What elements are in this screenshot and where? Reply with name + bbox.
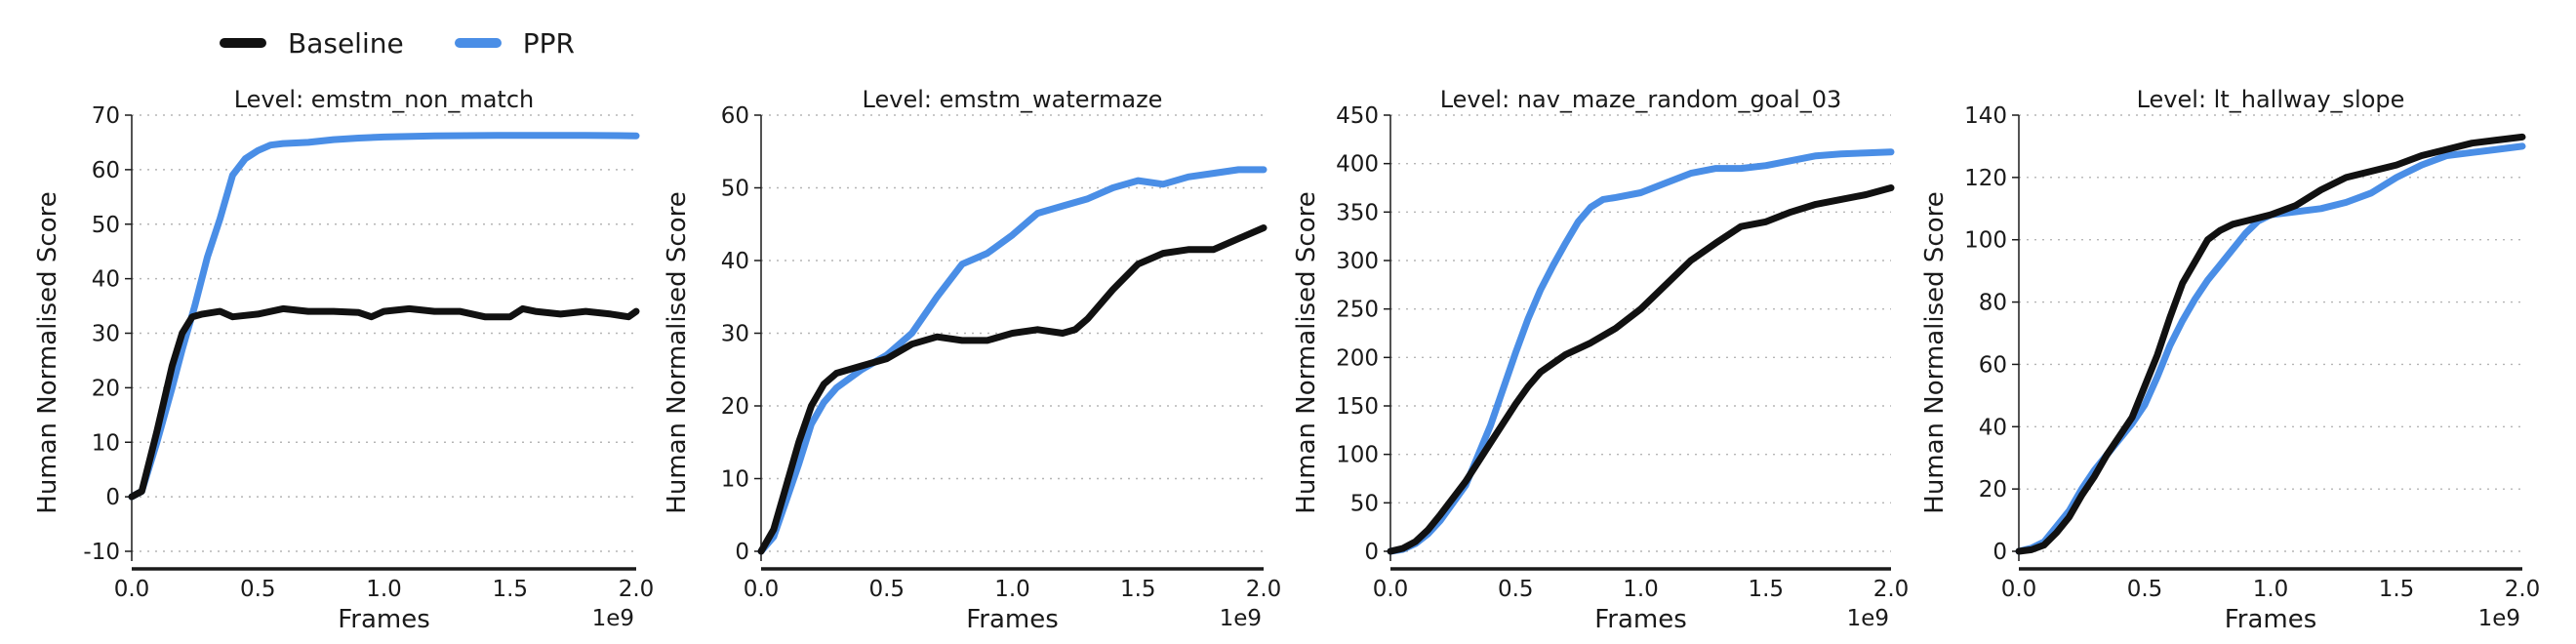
series-line-baseline (757, 224, 1268, 555)
legend-label-ppr: PPR (522, 26, 575, 60)
series-line-baseline (128, 304, 640, 501)
x-tick-label: 1.5 (492, 577, 528, 602)
x-tick-label: 0.5 (868, 577, 905, 602)
y-axis-label: Human Normalised Score (1292, 191, 1321, 513)
y-tick-label: 150 (1336, 394, 1379, 420)
y-tick-label: 350 (1336, 200, 1379, 225)
y-tick-label: 0 (1992, 540, 2007, 565)
series-line-baseline (2015, 133, 2526, 555)
x-tick-label: 2.0 (619, 577, 655, 602)
x-offset-label: 1e9 (592, 606, 634, 631)
y-tick-label: 0 (105, 485, 120, 510)
series-line-ppr (2015, 142, 2526, 555)
x-offset-label: 1e9 (1847, 606, 1889, 631)
x-axis-label: Frames (338, 605, 430, 634)
y-tick-label: 60 (92, 158, 120, 183)
x-tick-label: 1.5 (1120, 577, 1156, 602)
x-tick-label: 0.5 (240, 577, 276, 602)
x-tick-label: 2.0 (1246, 577, 1282, 602)
x-tick-label: 1.5 (1748, 577, 1784, 602)
legend-label-baseline: Baseline (288, 26, 404, 60)
x-axis-label: Frames (966, 605, 1059, 634)
y-tick-label: 120 (1964, 166, 2007, 191)
x-tick-label: 2.0 (2505, 577, 2541, 602)
y-tick-label: 0 (735, 540, 749, 565)
y-tick-label: 40 (721, 249, 749, 274)
y-tick-label: -10 (83, 540, 120, 565)
y-tick-label: 20 (721, 394, 749, 420)
chart-panel-4: 0 20 40 60 80 100 120 140 0.0 0.5 1.0 1.5 2.0 1e9 Fram… (1920, 86, 2540, 634)
y-tick-label: 50 (92, 213, 120, 238)
y-tick-label: 30 (721, 322, 749, 347)
x-tick-label: 1.0 (1623, 577, 1659, 602)
y-axis-label: Human Normalised Score (33, 191, 62, 513)
y-axis-label: Human Normalised Score (663, 191, 692, 513)
x-tick-label: 1.0 (366, 577, 402, 602)
y-tick-label: 10 (721, 467, 749, 493)
x-tick-label: 0.0 (744, 577, 780, 602)
x-tick-label: 0.5 (1498, 577, 1534, 602)
y-tick-label: 10 (92, 430, 120, 456)
x-tick-label: 1.0 (2253, 577, 2289, 602)
chart-panel-3: 0 50 100 150 200 250 300 350 400 450 0.0 0.5 1.0 1.5 2… (1292, 86, 1909, 634)
y-tick-label: 400 (1336, 152, 1379, 178)
y-tick-label: 0 (1364, 540, 1379, 565)
y-tick-label: 200 (1336, 345, 1379, 371)
y-tick-label: 140 (1964, 103, 2007, 129)
y-tick-label: 20 (1979, 477, 2007, 503)
y-tick-label: 60 (1979, 352, 2007, 378)
y-tick-label: 50 (721, 177, 749, 202)
series-line-baseline (1387, 184, 1895, 555)
chart-panel-1: -10 0 10 20 30 40 50 60 70 0.0 0.5 1.0 1.5 2.0 1e9 Fram… (33, 86, 654, 634)
y-tick-label: 100 (1336, 443, 1379, 468)
chart-panel-2: 0 10 20 30 40 50 60 0.0 0.5 1.0 1.5 2.0 1e9 Frames Hum… (663, 86, 1281, 634)
y-tick-label: 20 (92, 376, 120, 401)
y-tick-label: 30 (92, 322, 120, 347)
y-tick-label: 60 (721, 103, 749, 129)
y-tick-label: 250 (1336, 298, 1379, 323)
y-tick-label: 300 (1336, 249, 1379, 274)
legend-swatch-baseline (220, 38, 266, 48)
legend-item-ppr: PPR (454, 26, 575, 60)
y-tick-label: 40 (92, 267, 120, 293)
y-tick-label: 40 (1979, 415, 2007, 440)
legend-item-baseline: Baseline (220, 27, 404, 60)
y-tick-label: 50 (1350, 491, 1379, 516)
series-line-ppr (128, 132, 640, 501)
x-tick-label: 0.5 (2127, 577, 2163, 602)
y-tick-label: 450 (1336, 103, 1379, 129)
legend: Baseline PPR (220, 21, 575, 64)
x-tick-label: 1.5 (2379, 577, 2415, 602)
legend-swatch-ppr (454, 38, 502, 48)
chart-title: Level: lt_hallway_slope (2137, 86, 2405, 113)
y-tick-label: 70 (92, 103, 120, 129)
x-tick-label: 1.0 (994, 577, 1030, 602)
y-axis-label: Human Normalised Score (1920, 191, 1950, 513)
y-tick-label: 80 (1979, 291, 2007, 316)
chart-title: Level: emstm_watermaze (863, 86, 1163, 113)
x-tick-label: 0.0 (114, 577, 150, 602)
chart-title: Level: emstm_non_match (234, 86, 535, 113)
x-tick-label: 0.0 (1373, 577, 1409, 602)
x-offset-label: 1e9 (1220, 606, 1262, 631)
y-tick-label: 100 (1964, 228, 2007, 254)
x-offset-label: 1e9 (2478, 606, 2520, 631)
x-tick-label: 2.0 (1873, 577, 1910, 602)
chart-title: Level: nav_maze_random_goal_03 (1440, 86, 1842, 113)
x-tick-label: 0.0 (2001, 577, 2037, 602)
x-axis-label: Frames (1594, 605, 1687, 634)
x-axis-label: Frames (2225, 605, 2317, 634)
series-line-ppr (757, 166, 1268, 555)
